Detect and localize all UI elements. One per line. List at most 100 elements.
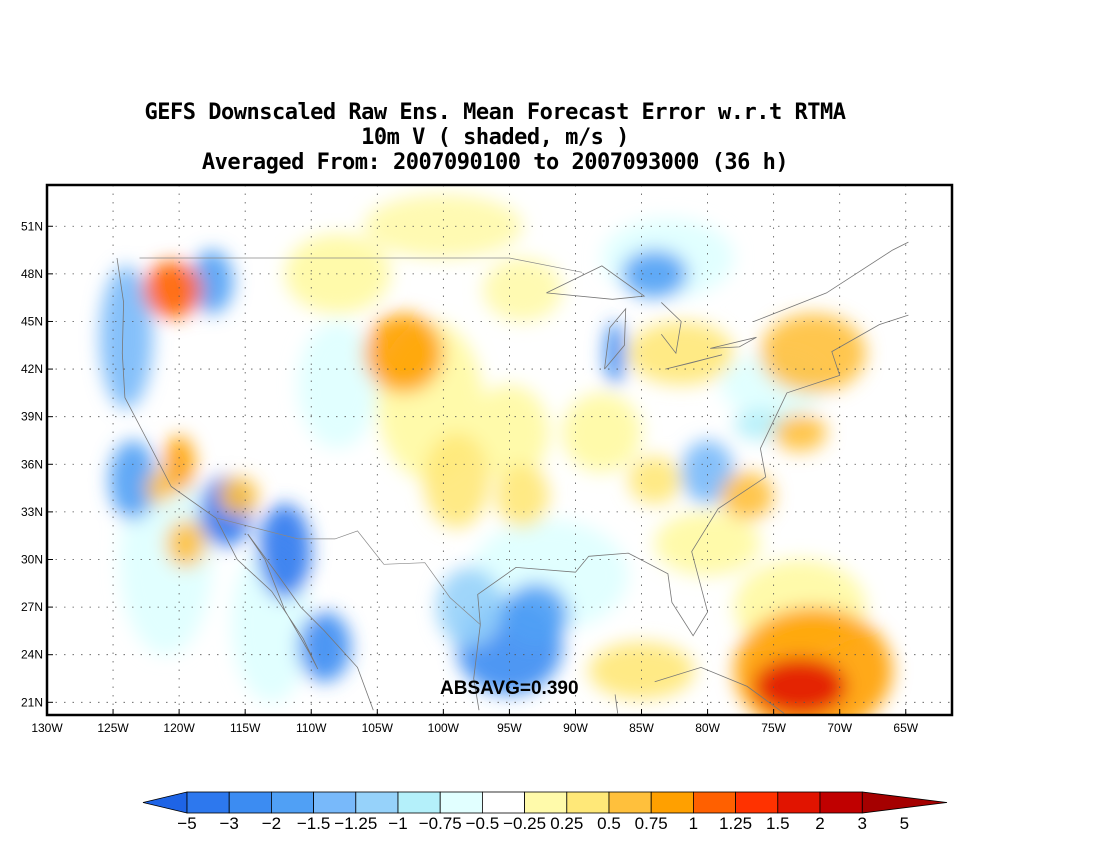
colorbar-label: 1 xyxy=(689,814,698,833)
colorbar-swatch xyxy=(270,791,314,814)
lat-label: 42N xyxy=(21,362,43,376)
lon-label: 110W xyxy=(296,721,327,735)
shaded-field xyxy=(49,194,909,715)
colorbar-swatch xyxy=(819,791,863,814)
field-anomaly xyxy=(298,611,351,682)
lon-label: 75W xyxy=(761,721,786,735)
field-anomaly xyxy=(604,321,626,386)
colorbar-swatch xyxy=(566,791,610,814)
field-anomaly xyxy=(165,519,206,568)
field-anomaly xyxy=(760,313,867,393)
longitude-labels: 130W 125W 120W 115W 110W 105W 100W 95W 90W 85W 80W… xyxy=(31,709,919,735)
colorbar-label: 3 xyxy=(857,814,866,833)
field-anomaly xyxy=(621,250,688,298)
lon-label: 120W xyxy=(163,721,195,735)
colorbar-label: 1.5 xyxy=(766,814,790,833)
title-line-2: 10m V ( shaded, m/s ) xyxy=(361,125,629,150)
colorbar-label: 2 xyxy=(815,814,824,833)
lat-label: 39N xyxy=(21,410,43,424)
colorbar-label: −1.5 xyxy=(297,814,331,833)
field-anomaly xyxy=(773,413,827,452)
coastline xyxy=(710,336,757,349)
lat-label: 45N xyxy=(21,314,43,328)
field-anomaly xyxy=(483,257,563,322)
lat-label: 27N xyxy=(21,600,43,614)
field-patch xyxy=(562,392,642,473)
coastline xyxy=(654,666,785,714)
lon-label: 90W xyxy=(563,721,588,735)
coastlines xyxy=(116,241,909,714)
map-title: GEFS Downscaled Raw Ens. Mean Forecast E… xyxy=(0,100,990,175)
coastline xyxy=(247,533,374,711)
colorbar-label: −0.75 xyxy=(419,814,462,833)
colorbar-label: −1 xyxy=(388,814,407,833)
lat-label: 21N xyxy=(21,695,43,709)
field-patch xyxy=(284,234,391,314)
colorbar-label: −0.5 xyxy=(466,814,500,833)
colorbar-label: 0.25 xyxy=(550,814,583,833)
lat-label: 51N xyxy=(21,219,43,233)
title-line-3: Averaged From: 2007090100 to 2007093000 … xyxy=(201,150,789,175)
lat-label: 48N xyxy=(21,267,43,281)
coastline xyxy=(604,307,627,370)
lon-label: 95W xyxy=(497,721,522,735)
field-anomaly xyxy=(436,567,503,647)
field-anomaly xyxy=(143,261,202,319)
coastline xyxy=(116,257,319,670)
coastline xyxy=(753,241,909,322)
colorbar-swatch xyxy=(313,791,357,814)
field-anomaly xyxy=(496,464,550,528)
field-anomaly xyxy=(146,472,173,504)
colorbar-label: 0.75 xyxy=(635,814,668,833)
lat-label: 36N xyxy=(21,457,43,471)
coastline xyxy=(665,354,723,370)
field-anomaly xyxy=(364,313,444,393)
colorbar-label: −2 xyxy=(262,814,281,833)
coastline xyxy=(473,314,909,711)
colorbar-swatch xyxy=(186,791,230,814)
colorbar-label: 5 xyxy=(900,814,909,833)
colorbar-max-arrow xyxy=(861,791,948,814)
colorbar-swatch xyxy=(355,791,399,814)
colorbar-min-arrow xyxy=(142,791,188,814)
field-anomaly xyxy=(218,476,259,516)
field-anomaly xyxy=(191,249,234,314)
colorbar-swatch xyxy=(439,791,483,814)
colorbar-label: 0.5 xyxy=(597,814,621,833)
lat-label: 30N xyxy=(21,552,43,566)
us-mexico-border xyxy=(217,517,481,625)
coastline xyxy=(546,265,646,300)
field-patch xyxy=(654,511,761,576)
colorbar-swatch xyxy=(735,791,779,814)
colorbar-swatch xyxy=(650,791,694,814)
lon-label: 100W xyxy=(428,721,460,735)
absavg-label: ABSAVG=0.390 xyxy=(440,678,579,699)
field-anomaly xyxy=(753,657,847,715)
lon-label: 65W xyxy=(893,721,918,735)
field-anomaly xyxy=(364,194,523,259)
lon-label: 80W xyxy=(695,721,720,735)
field-anomaly xyxy=(502,583,569,647)
colorbar xyxy=(142,791,948,814)
colorbar-swatch xyxy=(777,791,821,814)
colorbar-label: −0.25 xyxy=(503,814,546,833)
latitude-labels: 51N 48N 45N 42N 39N 36N 33N 30N 27N 24N 21N xyxy=(21,219,53,709)
lon-label: 130W xyxy=(31,721,63,735)
field-anomaly xyxy=(628,321,734,386)
field-anomaly xyxy=(423,432,490,528)
title-line-1: GEFS Downscaled Raw Ens. Mean Forecast E… xyxy=(144,100,846,125)
colorbar-label: 1.25 xyxy=(719,814,752,833)
field-anomaly xyxy=(109,440,157,520)
lon-label: 115W xyxy=(230,721,261,735)
colorbar-swatch xyxy=(693,791,737,814)
colorbar-label: −3 xyxy=(220,814,239,833)
map-frame xyxy=(45,183,954,717)
us-canada-border xyxy=(139,257,583,273)
colorbar-swatch xyxy=(228,791,272,814)
colorbar-label: −1.25 xyxy=(334,814,377,833)
field-anomaly xyxy=(628,456,682,504)
colorbar-label: −5 xyxy=(177,814,196,833)
lon-label: 70W xyxy=(827,721,852,735)
field-patch xyxy=(298,321,378,449)
